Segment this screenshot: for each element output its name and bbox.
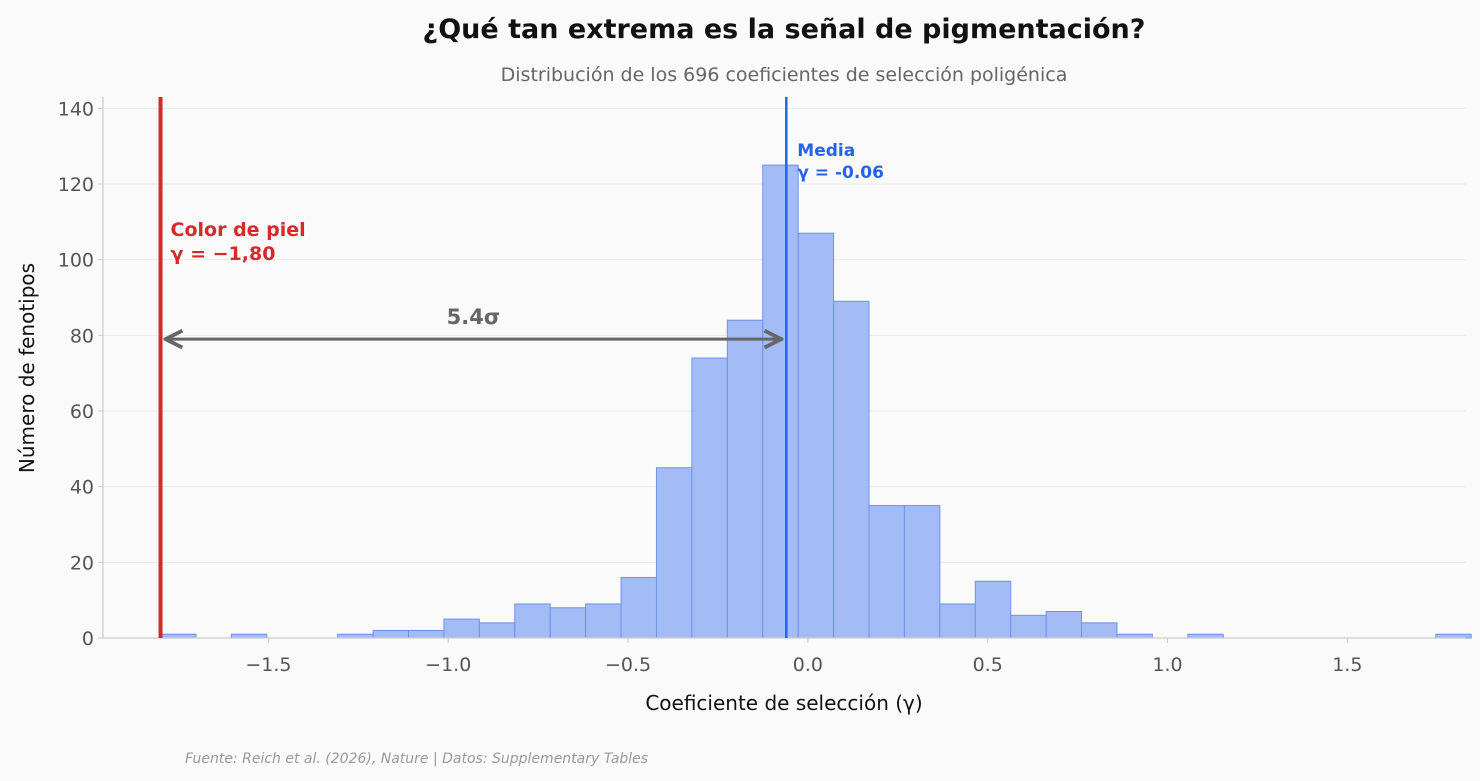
histogram-bar — [726, 319, 764, 639]
mean-value: γ = -0.06 — [797, 163, 884, 183]
y-axis-label: Número de fenotipos — [15, 263, 39, 473]
skin-color-label: Color de piel — [171, 219, 306, 241]
histogram-bar — [762, 164, 799, 639]
tick-labels: 0 20 40 60 80 100 120 140 −1.5 −1.0 −0.5 0.0 0.5 1.0 1… — [58, 98, 1363, 676]
histogram-bar — [408, 629, 445, 639]
y-tick-label: 40 — [70, 477, 94, 499]
histogram-bar — [620, 576, 657, 639]
histogram-bar — [655, 467, 693, 639]
y-tick-label: 120 — [58, 174, 94, 196]
histogram-bar — [1010, 614, 1047, 639]
x-tick-label: −1.0 — [425, 654, 471, 676]
x-tick-label: 0.0 — [793, 654, 823, 676]
histogram-bar — [443, 618, 480, 639]
skin-color-value: γ = −1,80 — [171, 243, 276, 265]
chart-subtitle: Distribución de los 696 coeficientes de … — [501, 64, 1068, 86]
x-tick-label: −1.5 — [245, 654, 291, 676]
x-tick-label: 1.0 — [1152, 654, 1182, 676]
chart-title: ¿Qué tan extrema es la señal de pigmenta… — [423, 14, 1146, 45]
histogram-bar — [833, 300, 870, 639]
x-tick-label: 0.5 — [973, 654, 1003, 676]
histogram-bar — [797, 232, 835, 639]
histogram-bar — [478, 622, 516, 639]
histogram-bar — [939, 603, 976, 639]
source-note: Fuente: Reich et al. (2026), Nature | Da… — [185, 751, 648, 767]
y-tick-label: 0 — [82, 628, 94, 650]
y-tick-label: 100 — [58, 250, 94, 272]
histogram-bar — [514, 603, 551, 639]
histogram-bars — [160, 164, 1472, 639]
histogram-bar — [974, 580, 1012, 639]
histogram-bar — [1081, 622, 1118, 639]
histogram-bar — [903, 505, 941, 639]
histogram-bar — [549, 607, 587, 639]
y-tick-label: 80 — [70, 325, 94, 347]
mean-label: Media — [797, 141, 855, 161]
x-tick-label: 1.5 — [1332, 654, 1362, 676]
axes — [102, 97, 1466, 639]
y-tick-label: 60 — [70, 401, 94, 423]
y-tick-label: 20 — [70, 552, 94, 574]
histogram-bar — [691, 357, 728, 639]
histogram-bar — [868, 505, 905, 639]
histogram-bar — [1045, 611, 1083, 639]
x-axis-label: Coeficiente de selección (γ) — [645, 691, 922, 715]
x-tick-label: −0.5 — [605, 654, 651, 676]
histogram-bar — [372, 629, 410, 639]
histogram-bar — [585, 603, 622, 639]
sigma-distance-label: 5.4σ — [447, 305, 501, 329]
y-tick-label: 140 — [58, 98, 94, 120]
